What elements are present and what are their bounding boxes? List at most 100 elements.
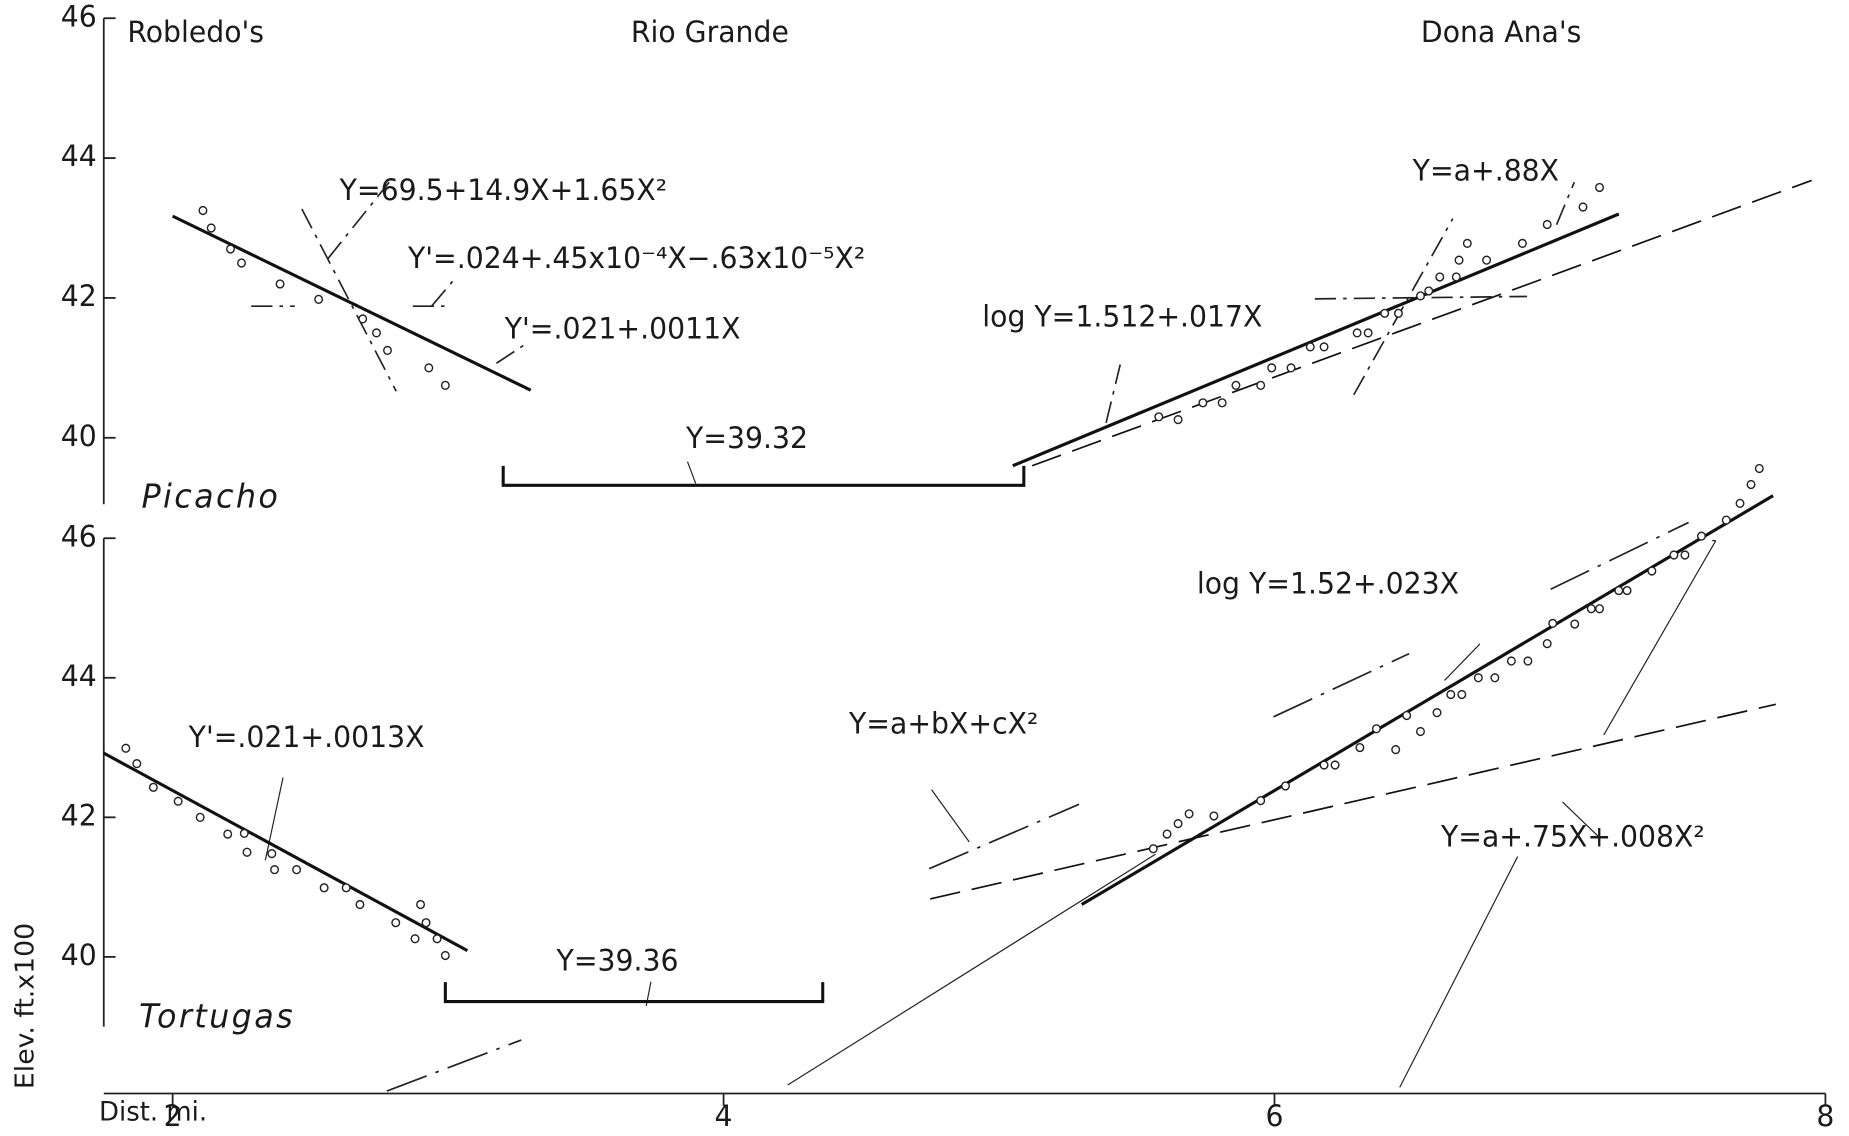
data-point bbox=[432, 934, 442, 944]
data-point bbox=[1595, 604, 1605, 614]
y-axis-title: Elev. ft.x100 bbox=[11, 923, 41, 1089]
data-point bbox=[1473, 673, 1483, 683]
data-point bbox=[1523, 656, 1533, 666]
data-point bbox=[206, 223, 216, 233]
data-point bbox=[1363, 328, 1373, 338]
data-point bbox=[1352, 328, 1362, 338]
data-point bbox=[1542, 219, 1552, 230]
data-point bbox=[1746, 479, 1756, 490]
data-point bbox=[1231, 380, 1241, 390]
data-point bbox=[355, 899, 365, 910]
data-point bbox=[1595, 182, 1605, 193]
data-point bbox=[275, 279, 285, 289]
data-point bbox=[270, 865, 280, 875]
data-point bbox=[1570, 619, 1580, 629]
data-point bbox=[121, 743, 131, 753]
data-point bbox=[1435, 272, 1445, 282]
site-label: Dona Ana's bbox=[1421, 15, 1581, 50]
fit-line bbox=[103, 751, 469, 952]
data-point bbox=[1198, 398, 1208, 408]
data-point bbox=[1154, 412, 1164, 422]
data-point bbox=[239, 828, 249, 838]
data-point bbox=[1680, 550, 1690, 560]
equation: Y'=.024+.45x10⁻⁴X−.63x10⁻⁵X² bbox=[407, 241, 865, 276]
equation: Y'=.021+.0013X bbox=[188, 719, 425, 754]
data-point bbox=[226, 244, 235, 254]
data-point bbox=[341, 883, 351, 893]
y-tick-label: 42 bbox=[61, 279, 97, 314]
data-point bbox=[440, 950, 450, 961]
data-point bbox=[1548, 618, 1558, 628]
data-point bbox=[1402, 710, 1412, 721]
equation: log Y=1.52+.023X bbox=[1197, 566, 1459, 601]
data-point bbox=[1393, 308, 1403, 318]
equation: Y'=.021+.0011X bbox=[504, 311, 741, 346]
data-point bbox=[1319, 760, 1329, 770]
data-point bbox=[1517, 238, 1527, 249]
data-point bbox=[195, 812, 205, 822]
y-tick-label: 46 bbox=[61, 0, 97, 33]
bracket-label: Y=39.36 bbox=[556, 943, 679, 978]
data-point bbox=[319, 883, 329, 893]
data-point bbox=[1647, 566, 1657, 576]
x-tick-label: 6 bbox=[1265, 1098, 1283, 1133]
data-point bbox=[1267, 363, 1277, 373]
data-point bbox=[1209, 811, 1219, 821]
data-point bbox=[1217, 398, 1227, 408]
data-point bbox=[198, 205, 208, 216]
data-point bbox=[1586, 604, 1596, 614]
equation: Y=69.5+14.9X+1.65X² bbox=[339, 173, 667, 208]
bracket-label: Y=39.32 bbox=[685, 421, 808, 456]
data-point bbox=[1432, 708, 1442, 718]
data-point bbox=[1754, 463, 1764, 474]
y-tick-label: 44 bbox=[61, 658, 97, 693]
equation: Y=a+.75X+.008X² bbox=[1440, 819, 1705, 854]
data-point bbox=[1281, 781, 1290, 791]
panel-label: Picacho bbox=[142, 477, 281, 516]
data-point bbox=[223, 829, 233, 839]
y-tick-label: 44 bbox=[61, 139, 97, 174]
x-tick-label: 2 bbox=[164, 1098, 182, 1133]
bracket bbox=[443, 982, 825, 1004]
data-point bbox=[1319, 342, 1329, 352]
data-point bbox=[1614, 585, 1624, 596]
data-point bbox=[358, 314, 368, 324]
x-tick-label: 4 bbox=[715, 1098, 733, 1133]
data-point bbox=[416, 899, 426, 910]
data-point bbox=[1446, 689, 1456, 700]
data-point bbox=[132, 758, 142, 769]
data-point bbox=[1735, 498, 1745, 508]
fit-line bbox=[929, 703, 1777, 900]
y-tick-label: 46 bbox=[61, 519, 97, 554]
data-point bbox=[267, 848, 277, 859]
equation: Y=a+.88X bbox=[1412, 153, 1559, 188]
equation: Y=a+bX+cX² bbox=[848, 706, 1038, 741]
data-point bbox=[1256, 795, 1266, 806]
data-point bbox=[1256, 380, 1266, 390]
data-point bbox=[1391, 745, 1401, 755]
data-point bbox=[1162, 829, 1172, 839]
data-point bbox=[1330, 760, 1340, 770]
data-point bbox=[383, 345, 392, 355]
site-label: Robledo's bbox=[127, 15, 264, 50]
x-tick-label: 8 bbox=[1816, 1098, 1834, 1133]
data-point bbox=[1371, 724, 1381, 734]
panel-label: Tortugas bbox=[139, 997, 295, 1036]
data-point bbox=[440, 380, 450, 390]
x-axis-title: Dist. mi. bbox=[99, 1097, 207, 1127]
data-point bbox=[1506, 656, 1516, 666]
auxiliary-lines bbox=[251, 181, 1717, 1092]
fit-line bbox=[1080, 494, 1774, 906]
data-point bbox=[1173, 818, 1183, 829]
data-point bbox=[1622, 585, 1632, 596]
data-point bbox=[1305, 342, 1315, 352]
data-point bbox=[421, 918, 431, 928]
data-point bbox=[1454, 255, 1464, 265]
data-point bbox=[1416, 291, 1425, 301]
data-point bbox=[173, 796, 183, 806]
data-point bbox=[148, 782, 158, 792]
data-point bbox=[1457, 689, 1467, 700]
data-point bbox=[242, 847, 252, 857]
data-point bbox=[1490, 673, 1500, 683]
